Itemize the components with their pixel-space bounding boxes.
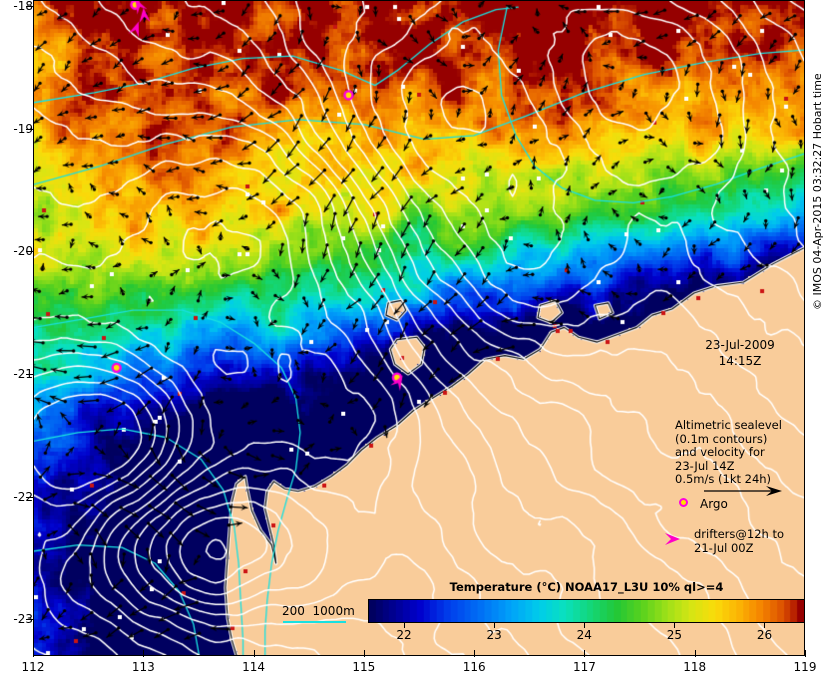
x-tick-mark (253, 650, 255, 657)
y-tick-mark (26, 496, 34, 498)
colorbar-tick-label: 24 (576, 628, 592, 642)
map-plot-area[interactable]: 23-Jul-2009 14:15Z Altimetric sealevel (0… (33, 0, 805, 656)
x-tick-mark (805, 650, 806, 657)
colorbar-tick-label: 22 (396, 628, 412, 642)
bathymetry-legend-line (283, 621, 346, 623)
x-tick-mark (474, 650, 476, 657)
argo-legend-label: Argo (700, 497, 728, 511)
x-tick-mark (33, 650, 34, 657)
x-tick-mark (584, 650, 586, 657)
datestamp-date: 23-Jul-2009 (705, 338, 775, 352)
y-tick-mark (26, 128, 34, 130)
y-tick-label: -21 (13, 366, 33, 381)
x-tick-label: 115 (352, 660, 376, 674)
x-tick-mark (143, 650, 145, 657)
y-tick-mark (26, 251, 34, 253)
datestamp: 23-Jul-2009 14:15Z (670, 337, 804, 369)
y-axis: -18 -19 -20 -21 -22 -23 (0, 0, 34, 656)
drifter-legend-label: drifters@12h to 21-Jul 00Z (694, 527, 784, 555)
x-tick-label: 114 (242, 660, 266, 674)
x-tick-mark (363, 650, 365, 657)
datestamp-time: 14:15Z (718, 354, 762, 368)
colorbar-tick-mark (404, 623, 406, 628)
x-tick-label: 118 (683, 660, 707, 674)
x-tick-mark (694, 650, 696, 657)
y-tick-label: -19 (13, 121, 33, 136)
sst-raster-canvas (34, 1, 804, 655)
x-tick-label: 119 (793, 660, 817, 674)
colorbar-tick-label: 25 (666, 628, 682, 642)
credit-text: © IMOS 04-Apr-2015 03:32:27 Hobart time (811, 73, 824, 310)
y-tick-mark (26, 619, 34, 621)
y-tick-label: -23 (13, 612, 33, 627)
colorbar-tick-mark (764, 623, 766, 628)
bathymetry-legend-label: 200 1000m (282, 604, 355, 618)
drifter-legend-marker-icon (665, 533, 680, 545)
x-tick-label: 116 (462, 660, 486, 674)
colorbar-gradient (368, 599, 805, 623)
y-tick-label: -20 (13, 244, 33, 259)
x-tick-label: 113 (131, 660, 155, 674)
argo-legend-marker-icon (679, 498, 688, 507)
colorbar-tick-mark (494, 623, 496, 628)
colorbar-tick-label: 23 (486, 628, 502, 642)
y-tick-mark (26, 6, 34, 8)
velocity-scale-arrow-icon (704, 486, 782, 496)
x-tick-label: 112 (21, 660, 45, 674)
x-tick-label: 117 (572, 660, 596, 674)
y-tick-label: -18 (13, 0, 33, 14)
colorbar-tick-mark (584, 623, 586, 628)
y-tick-label: -22 (13, 489, 33, 504)
colorbar-tick-label: 26 (756, 628, 773, 642)
altimetry-legend-text: Altimetric sealevel (0.1m contours) and … (675, 418, 782, 486)
y-tick-mark (26, 373, 34, 375)
colorbar-tick-mark (674, 623, 676, 628)
colorbar-title: Temperature (°C) NOAA17_L3U 10% ql>=4 (449, 580, 724, 594)
